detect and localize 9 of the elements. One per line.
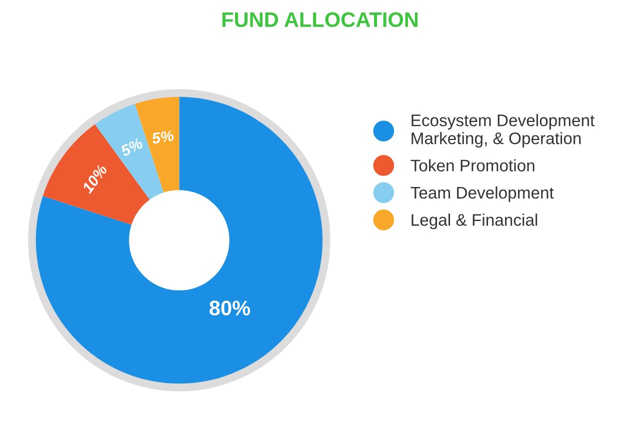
legend-label: Ecosystem Development Marketing, & Operation [412, 114, 595, 148]
data-label: 5% [120, 138, 144, 157]
donut-slice [42, 124, 150, 225]
data-label: 5% [151, 130, 174, 144]
data-label: 80% [210, 300, 250, 316]
legend-label: Token Promotion [410, 159, 534, 172]
legend-label: Legal & Financial [412, 214, 538, 230]
chart-title: FUND ALLOCATION [222, 12, 418, 28]
legend-label: Team Development [410, 186, 554, 202]
